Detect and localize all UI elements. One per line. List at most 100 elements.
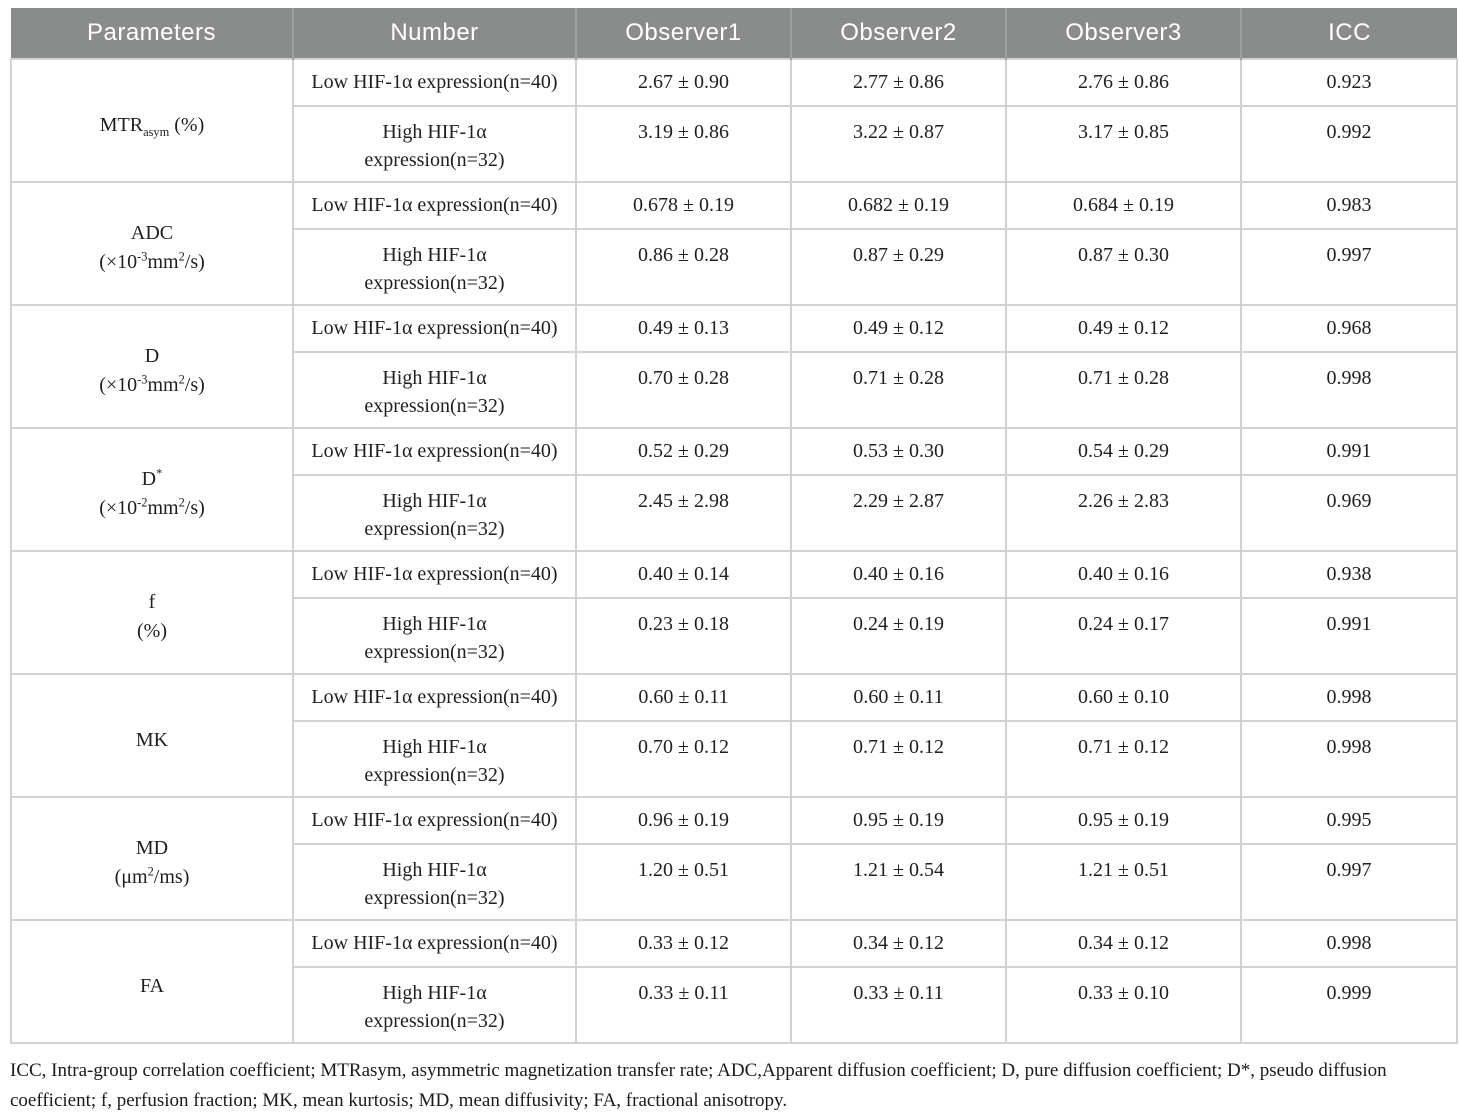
observer3-value-cell: 2.26 ± 2.83 xyxy=(1005,474,1242,552)
observer1-value-cell: 0.96 ± 0.19 xyxy=(575,796,792,845)
number-cell-low: Low HIF-1α expression(n=40) xyxy=(292,673,577,722)
parameter-label-line: (×10-3mm2/s) xyxy=(99,372,205,396)
parameter-label-line: FA xyxy=(139,974,165,997)
table-row-high: High HIF-1α expression(n=32) 3.19 ± 0.86 3.… xyxy=(11,105,1458,183)
table-row-low: MD (μm2/ms) Low HIF-1α expression(n=40) 0.9… xyxy=(10,796,1458,921)
column-header-icc: ICC xyxy=(1240,8,1457,59)
number-label-line: expression(n=32) xyxy=(364,1010,505,1032)
number-label-line: expression(n=32) xyxy=(364,149,505,171)
observer2-value-cell: 0.95 ± 0.19 xyxy=(790,796,1007,845)
table-row-low: MK Low HIF-1α expression(n=40) 0.60 ± 0.11… xyxy=(10,673,1458,798)
number-cell-low: Low HIF-1α expression(n=40) xyxy=(292,550,577,599)
number-cell-high: High HIF-1α expression(n=32) xyxy=(292,597,577,675)
observer1-value-cell: 0.49 ± 0.13 xyxy=(575,304,792,353)
parameter-label-line: f xyxy=(148,591,156,613)
observer2-value-cell: 2.77 ± 0.86 xyxy=(790,58,1007,107)
number-cell-high: High HIF-1α expression(n=32) xyxy=(292,966,577,1044)
icc-value-cell: 0.991 xyxy=(1240,597,1458,675)
observer3-value-cell: 0.87 ± 0.30 xyxy=(1005,228,1242,306)
icc-value-cell: 0.983 xyxy=(1240,181,1458,230)
icc-value-cell: 0.998 xyxy=(1240,720,1458,798)
observer1-value-cell: 0.33 ± 0.11 xyxy=(575,966,792,1044)
parameter-cell: FA xyxy=(10,919,294,1044)
parameter-cell: f (%) xyxy=(10,550,294,675)
column-header-observer1: Observer1 xyxy=(575,8,791,59)
observer2-value-cell: 0.682 ± 0.19 xyxy=(790,181,1007,230)
table-row-high: High HIF-1α expression(n=32) 0.86 ± 0.28 0.… xyxy=(11,228,1458,306)
observer2-value-cell: 0.40 ± 0.16 xyxy=(790,550,1007,599)
column-header-number: Number xyxy=(292,8,576,59)
observer2-value-cell: 0.49 ± 0.12 xyxy=(790,304,1007,353)
icc-value-cell: 0.923 xyxy=(1240,58,1458,107)
icc-value-cell: 0.998 xyxy=(1240,351,1458,429)
parameter-cell: ADC (×10-3mm2/s) xyxy=(10,181,294,306)
parameter-label-line: D xyxy=(144,345,160,367)
number-label-line: High HIF-1α xyxy=(382,613,487,635)
parameter-label-line: MD xyxy=(135,837,169,859)
table-row-low: FA Low HIF-1α expression(n=40) 0.33 ± 0.12… xyxy=(10,919,1458,1044)
number-label-line: High HIF-1α xyxy=(382,490,487,512)
observer-icc-table: Parameters Number Observer1 Observer2 Ob… xyxy=(10,8,1458,1044)
number-label-line: expression(n=32) xyxy=(364,764,505,786)
observer2-value-cell: 1.21 ± 0.54 xyxy=(790,843,1007,921)
table-row-low: ADC (×10-3mm2/s) Low HIF-1α expression(n=4… xyxy=(10,181,1458,306)
number-label-line: High HIF-1α xyxy=(382,736,487,758)
number-label-line: High HIF-1α xyxy=(382,121,487,143)
observer3-value-cell: 0.684 ± 0.19 xyxy=(1005,181,1242,230)
parameter-label-line: (×10-2mm2/s) xyxy=(99,495,205,519)
number-cell-high: High HIF-1α expression(n=32) xyxy=(292,843,577,921)
observer2-value-cell: 0.87 ± 0.29 xyxy=(790,228,1007,306)
number-label-line: expression(n=32) xyxy=(364,395,505,417)
number-cell-low: Low HIF-1α expression(n=40) xyxy=(292,304,577,353)
table-footnote: ICC, Intra-group correlation coefficient… xyxy=(10,1060,1387,1111)
observer3-value-cell: 0.33 ± 0.10 xyxy=(1005,966,1242,1044)
table-row-low: D (×10-3mm2/s) Low HIF-1α expression(n=40)… xyxy=(10,304,1458,429)
number-label-line: expression(n=32) xyxy=(364,641,505,663)
observer1-value-cell: 1.20 ± 0.51 xyxy=(575,843,792,921)
icc-value-cell: 0.997 xyxy=(1240,228,1458,306)
table-row-low: D* (×10-2mm2/s) Low HIF-1α expression(n=40… xyxy=(10,427,1458,552)
number-cell-high: High HIF-1α expression(n=32) xyxy=(292,228,577,306)
column-header-observer2: Observer2 xyxy=(790,8,1006,59)
table-row-high: High HIF-1α expression(n=32) 2.45 ± 2.98 2.… xyxy=(11,474,1458,552)
parameter-label-line: MK xyxy=(135,728,169,751)
parameter-cell: MD (μm2/ms) xyxy=(10,796,294,921)
number-cell-high: High HIF-1α expression(n=32) xyxy=(292,474,577,552)
number-label-line: expression(n=32) xyxy=(364,272,505,294)
parameter-label-line: ADC xyxy=(130,222,174,244)
observer2-value-cell: 0.60 ± 0.11 xyxy=(790,673,1007,722)
parameter-cell: MK xyxy=(10,673,294,798)
number-cell-low: Low HIF-1α expression(n=40) xyxy=(292,58,577,107)
number-label-line: expression(n=32) xyxy=(364,518,505,540)
observer2-value-cell: 2.29 ± 2.87 xyxy=(790,474,1007,552)
number-label-line: High HIF-1α xyxy=(382,859,487,881)
icc-value-cell: 0.998 xyxy=(1240,673,1458,722)
observer2-value-cell: 0.71 ± 0.12 xyxy=(790,720,1007,798)
observer1-value-cell: 0.33 ± 0.12 xyxy=(575,919,792,968)
observer3-value-cell: 3.17 ± 0.85 xyxy=(1005,105,1242,183)
icc-value-cell: 0.938 xyxy=(1240,550,1458,599)
observer2-value-cell: 0.24 ± 0.19 xyxy=(790,597,1007,675)
parameter-label-line: (μm2/ms) xyxy=(114,864,190,888)
observer3-value-cell: 0.95 ± 0.19 xyxy=(1005,796,1242,845)
observer1-value-cell: 0.40 ± 0.14 xyxy=(575,550,792,599)
table-row-high: High HIF-1α expression(n=32) 1.20 ± 0.51 1.… xyxy=(11,843,1458,921)
parameter-cell: D* (×10-2mm2/s) xyxy=(10,427,294,552)
observer3-value-cell: 0.40 ± 0.16 xyxy=(1005,550,1242,599)
observer2-value-cell: 0.34 ± 0.12 xyxy=(790,919,1007,968)
icc-value-cell: 0.997 xyxy=(1240,843,1458,921)
table-row-high: High HIF-1α expression(n=32) 0.33 ± 0.11 0.… xyxy=(11,966,1458,1044)
observer2-value-cell: 3.22 ± 0.87 xyxy=(790,105,1007,183)
number-cell-low: Low HIF-1α expression(n=40) xyxy=(292,796,577,845)
number-label-line: High HIF-1α xyxy=(382,982,487,1004)
table-row-high: High HIF-1α expression(n=32) 0.23 ± 0.18 0.… xyxy=(11,597,1458,675)
observer1-value-cell: 2.67 ± 0.90 xyxy=(575,58,792,107)
icc-value-cell: 0.968 xyxy=(1240,304,1458,353)
column-header-observer3: Observer3 xyxy=(1005,8,1241,59)
observer-icc-table-container: Parameters Number Observer1 Observer2 Ob… xyxy=(10,8,1458,1044)
number-cell-low: Low HIF-1α expression(n=40) xyxy=(292,427,577,476)
observer1-value-cell: 0.23 ± 0.18 xyxy=(575,597,792,675)
observer2-value-cell: 0.33 ± 0.11 xyxy=(790,966,1007,1044)
parameter-label-line: (×10-3mm2/s) xyxy=(99,249,205,273)
table-header: Parameters Number Observer1 Observer2 Ob… xyxy=(11,8,1457,59)
